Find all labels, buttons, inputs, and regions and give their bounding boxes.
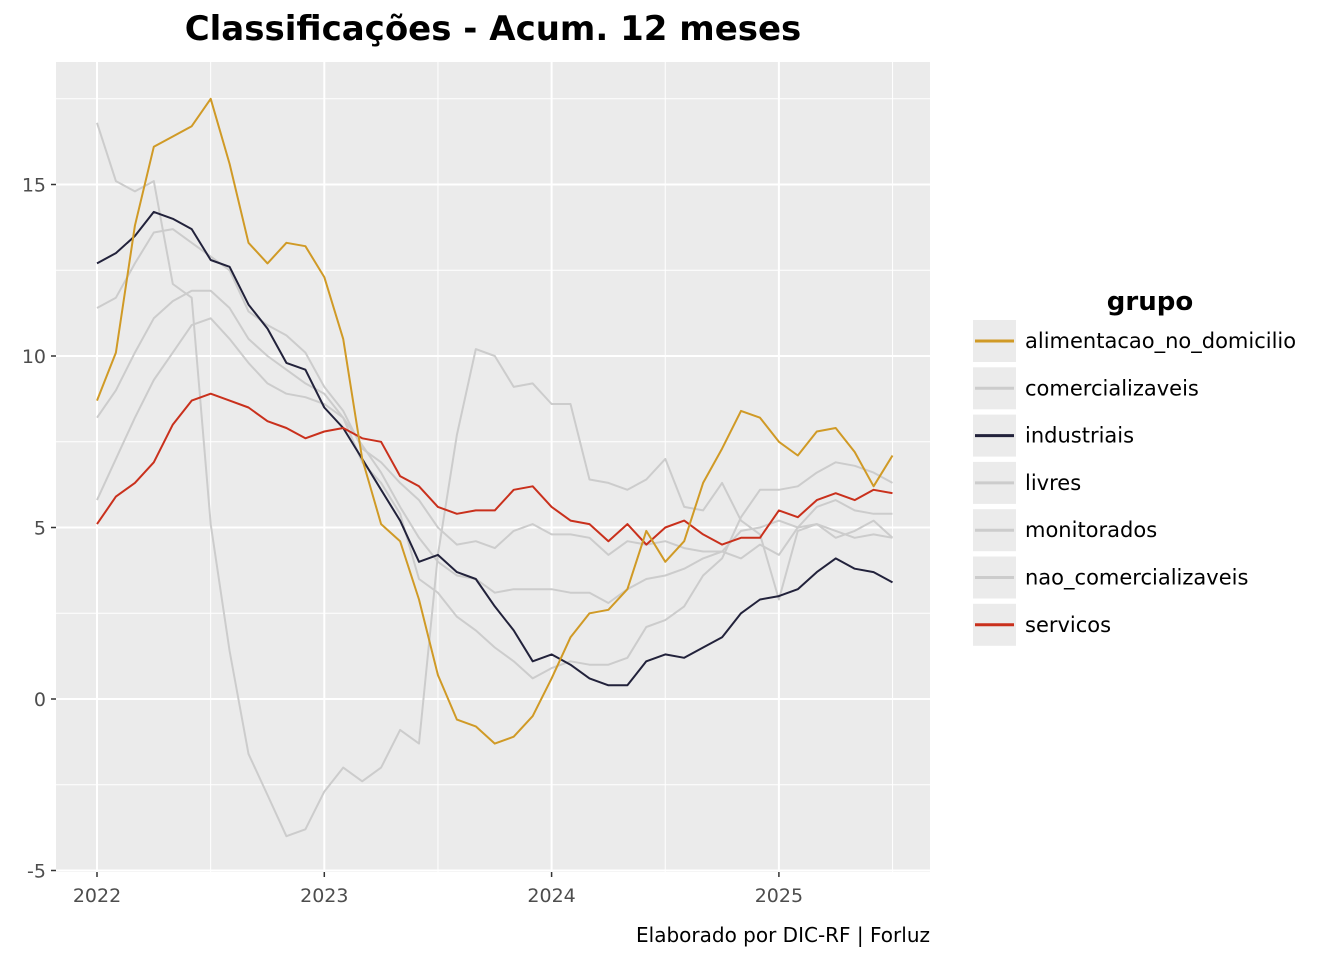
series-line-livres [96,228,893,560]
x-tick-label: 2023 [300,885,348,907]
x-tick-label: 2024 [527,885,575,907]
axes: -5 0 5 10 15 2022 2023 2024 2025 [22,175,803,908]
legend-label-servicos: servicos [1025,613,1111,637]
y-tick-label: 15 [22,175,46,197]
series-line-industriais [96,210,893,687]
legend-label-monitorados: monitorados [1025,518,1157,542]
legend-label-alimentacao-no-domicilio: alimentacao_no_domicilio [1025,329,1296,354]
series-line-comercializaveis [96,122,894,838]
legend-title: grupo [1107,287,1193,317]
y-tick-label: 0 [34,689,46,711]
legend-label-nao-comercializaveis: nao_comercializaveis [1025,566,1248,591]
legend-label-industriais: industriais [1025,424,1134,448]
legend: alimentacao_no_domicilio comercializaveis… [973,320,1296,646]
legend-label-comercializaveis: comercializaveis [1025,376,1199,400]
legend-label-livres: livres [1025,471,1081,495]
chart-title: Classificações - Acum. 12 meses [185,9,802,49]
y-tick-label: -5 [27,861,46,883]
x-tick-label: 2025 [755,885,803,907]
grid [56,62,930,872]
series-lines [96,97,894,838]
series-line-alimentacao-no-domicilio [96,97,894,745]
chart-caption: Elaborado por DIC-RF | Forluz [636,923,930,947]
y-tick-label: 10 [22,346,46,368]
series-line-monitorados [96,317,893,604]
x-tick-label: 2022 [73,885,121,907]
series-line-servicos [96,392,893,546]
series-line-nao-comercializaveis [96,289,893,680]
plot-panel [56,62,930,872]
y-tick-label: 5 [34,518,46,540]
